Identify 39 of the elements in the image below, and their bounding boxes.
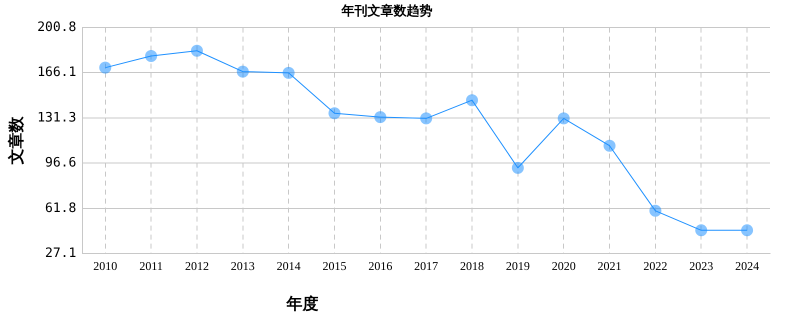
y-tick-label: 96.6 (45, 156, 76, 171)
x-tick-label: 2010 (93, 258, 118, 273)
x-tick-label: 2017 (414, 258, 438, 273)
x-tick-label: 2018 (460, 258, 484, 273)
point (190, 44, 203, 57)
y-tick-label: 200.8 (37, 20, 76, 35)
point (466, 94, 478, 106)
y-tick-label: 61.8 (45, 200, 76, 216)
point (649, 204, 662, 217)
x-tick-label: 2012 (184, 258, 209, 273)
chart-title: 年刊文章数趋势 (340, 3, 432, 18)
point (328, 107, 340, 120)
point (512, 162, 524, 174)
point (741, 224, 754, 236)
x-axis-title: 年度 (285, 294, 318, 314)
point (374, 111, 386, 124)
y-tick-label: 166.1 (37, 65, 76, 80)
x-tick-label: 2014 (276, 258, 301, 273)
x-tick-label: 2016 (368, 258, 392, 273)
y-axis-title: 文章数 (8, 116, 26, 166)
x-tick-label: 2015 (322, 258, 346, 273)
x-tick-label: 2023 (689, 258, 714, 273)
x-tick-label: 2020 (552, 258, 576, 273)
point (420, 112, 432, 124)
x-tick-label: 2022 (643, 258, 668, 273)
y-tick-label: 131.3 (37, 110, 76, 126)
point (145, 50, 158, 62)
point (604, 140, 616, 152)
x-tick-label: 2021 (598, 258, 622, 273)
point (282, 66, 295, 79)
y-tick-label: 27.1 (45, 246, 76, 261)
x-tick-label: 2013 (230, 258, 255, 273)
x-tick-label: 2024 (735, 258, 760, 273)
point (558, 112, 570, 124)
x-tick-label: 2019 (506, 258, 530, 273)
point (99, 62, 112, 74)
point (236, 66, 249, 78)
point (695, 224, 708, 236)
x-tick-label: 2011 (139, 258, 163, 273)
